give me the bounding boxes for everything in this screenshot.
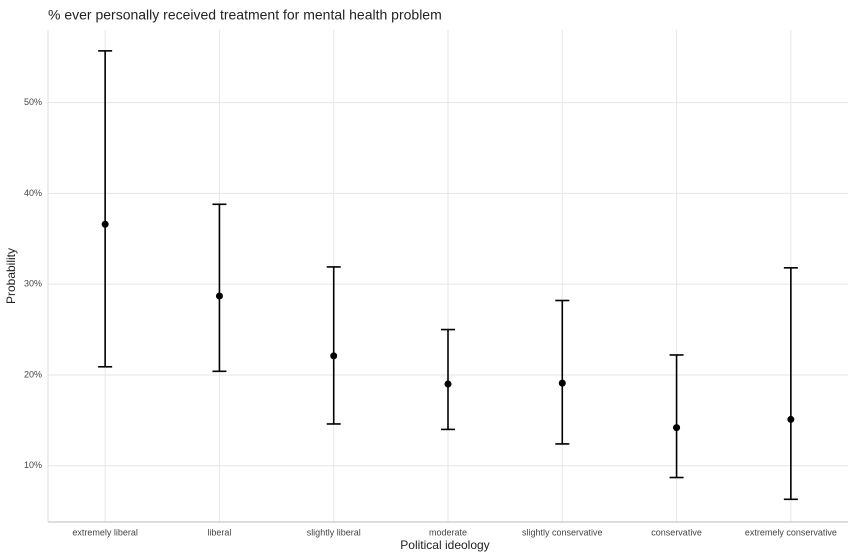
chart-title: % ever personally received treatment for… xyxy=(48,7,442,23)
y-axis-label: Probability xyxy=(4,248,18,304)
point xyxy=(101,220,109,228)
x-tick-label: slightly liberal xyxy=(307,527,361,537)
point xyxy=(558,379,566,387)
point xyxy=(330,352,338,360)
point xyxy=(215,292,223,300)
x-tick-label: slightly conservative xyxy=(522,527,603,537)
point xyxy=(673,424,681,432)
x-tick-label: conservative xyxy=(651,527,702,537)
x-axis-label: Political ideology xyxy=(400,538,489,552)
x-tick-label: moderate xyxy=(429,527,467,537)
x-tick-label: extremely liberal xyxy=(72,527,138,537)
point xyxy=(787,415,795,423)
y-tick-label: 20% xyxy=(24,369,42,379)
y-tick-label: 40% xyxy=(24,188,42,198)
y-tick-label: 30% xyxy=(24,279,42,289)
x-tick-label: extremely conservative xyxy=(745,527,837,537)
y-tick-label: 50% xyxy=(24,97,42,107)
x-tick-label: liberal xyxy=(207,527,231,537)
y-tick-label: 10% xyxy=(24,460,42,470)
point xyxy=(444,380,452,388)
